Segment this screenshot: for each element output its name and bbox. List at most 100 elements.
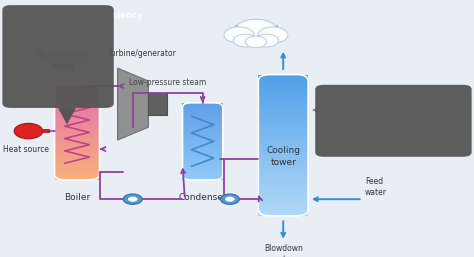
Bar: [182, 174, 223, 176]
Bar: [55, 173, 100, 175]
Text: High-pressure
steam: High-pressure steam: [36, 51, 89, 71]
Bar: [55, 128, 100, 130]
Circle shape: [224, 27, 254, 43]
Bar: [55, 102, 100, 104]
Bar: [55, 161, 100, 163]
Bar: [182, 111, 223, 113]
Circle shape: [128, 197, 137, 202]
Bar: [258, 86, 308, 89]
Bar: [182, 130, 223, 132]
Bar: [55, 113, 100, 116]
Bar: [55, 168, 100, 170]
Text: Heat source: Heat source: [3, 145, 49, 154]
Circle shape: [220, 194, 239, 204]
Bar: [258, 100, 308, 103]
Bar: [258, 199, 308, 202]
Text: Condenser: Condenser: [178, 193, 227, 202]
Bar: [182, 153, 223, 155]
Text: Evaporated
water: Evaporated water: [234, 25, 278, 45]
Bar: [182, 155, 223, 157]
Bar: [182, 114, 223, 116]
Bar: [182, 137, 223, 139]
Bar: [258, 134, 308, 137]
Bar: [182, 126, 223, 128]
Bar: [55, 94, 100, 97]
Bar: [258, 111, 308, 114]
Bar: [182, 122, 223, 124]
Circle shape: [235, 19, 277, 42]
Bar: [258, 91, 308, 94]
Bar: [258, 196, 308, 199]
Bar: [148, 93, 167, 115]
Bar: [258, 188, 308, 190]
Bar: [55, 146, 100, 149]
Bar: [258, 151, 308, 154]
Bar: [258, 213, 308, 216]
Bar: [182, 136, 223, 137]
Bar: [258, 137, 308, 140]
Circle shape: [246, 36, 266, 48]
Bar: [258, 145, 308, 148]
Bar: [55, 87, 100, 90]
Bar: [258, 162, 308, 165]
Bar: [55, 142, 100, 144]
Bar: [258, 117, 308, 120]
Bar: [258, 210, 308, 213]
Bar: [258, 154, 308, 157]
Text: · Hybrid cooling: · Hybrid cooling: [321, 120, 381, 128]
Bar: [182, 176, 223, 178]
Bar: [55, 140, 100, 142]
Bar: [182, 113, 223, 114]
Bar: [182, 120, 223, 122]
Bar: [258, 125, 308, 128]
Bar: [258, 83, 308, 86]
Bar: [182, 149, 223, 151]
Text: Improved thermal efficiency: Improved thermal efficiency: [8, 11, 143, 20]
Bar: [55, 108, 100, 111]
Bar: [55, 125, 100, 128]
Bar: [182, 128, 223, 130]
Bar: [182, 134, 223, 136]
Bar: [258, 207, 308, 210]
Bar: [55, 135, 100, 137]
Bar: [258, 165, 308, 168]
Bar: [258, 157, 308, 159]
Bar: [258, 168, 308, 171]
Bar: [55, 123, 100, 125]
Bar: [182, 107, 223, 109]
Bar: [182, 141, 223, 143]
FancyBboxPatch shape: [315, 85, 472, 157]
Bar: [258, 120, 308, 123]
Bar: [55, 121, 100, 123]
Circle shape: [123, 194, 142, 204]
Bar: [55, 111, 100, 113]
Bar: [258, 171, 308, 173]
Bar: [258, 140, 308, 142]
Bar: [258, 202, 308, 205]
Bar: [258, 128, 308, 131]
Bar: [182, 157, 223, 159]
Bar: [258, 182, 308, 185]
Bar: [182, 164, 223, 167]
Text: · Advanced processes: · Advanced processes: [8, 54, 91, 63]
Bar: [55, 151, 100, 154]
Bar: [182, 103, 223, 105]
Bar: [182, 161, 223, 162]
Bar: [55, 130, 100, 132]
Circle shape: [14, 123, 43, 139]
Bar: [258, 103, 308, 106]
Bar: [182, 172, 223, 174]
Bar: [55, 106, 100, 109]
Bar: [258, 142, 308, 145]
Bar: [182, 108, 223, 111]
Bar: [43, 129, 50, 133]
Text: · Air cooling: · Air cooling: [321, 104, 366, 113]
Circle shape: [233, 34, 257, 47]
FancyBboxPatch shape: [2, 5, 114, 108]
Bar: [55, 154, 100, 156]
Bar: [258, 77, 308, 80]
Bar: [182, 167, 223, 168]
Text: · Turbine improvements: · Turbine improvements: [8, 24, 99, 33]
Bar: [182, 116, 223, 118]
Bar: [55, 178, 100, 180]
